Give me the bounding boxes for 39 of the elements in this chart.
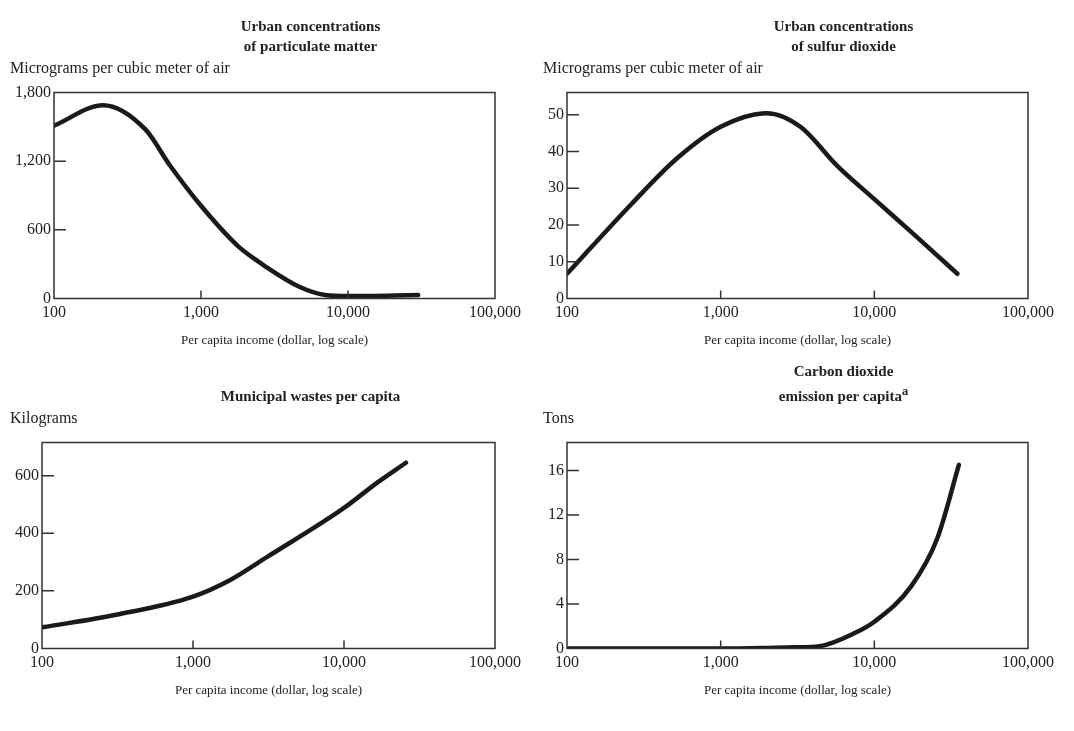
chart-title: Carbon dioxide emission per capita$^{a}$	[777, 362, 910, 406]
y-axis-title: Kilograms	[9, 408, 79, 429]
x-tick-label: 100,000	[469, 302, 521, 320]
y-axis-title: Tons	[542, 408, 575, 428]
y-tick-label: 12	[548, 505, 564, 523]
x-axis-title: Per capita income (dollar, log scale)	[174, 681, 363, 697]
x-axis-title: Per capita income (dollar, log scale)	[703, 331, 892, 347]
y-tick-label: 400	[15, 523, 39, 541]
y-axis-title: Micrograms per cubic meter of air	[9, 58, 231, 79]
chart-title: Urban concentrations of sulfur dioxide	[772, 17, 915, 56]
y-tick-label: 40	[548, 141, 564, 159]
x-axis-title: Per capita income (dollar, log scale)	[180, 331, 369, 347]
x-tick-label: 10,000	[322, 652, 366, 670]
x-tick-label: 10,000	[326, 302, 370, 320]
x-tick-label: 1,000	[175, 652, 211, 670]
x-tick-label: 100,000	[469, 652, 521, 670]
y-tick-label: 4	[556, 594, 564, 612]
y-axis-title: Micrograms per cubic meter of air	[542, 58, 764, 79]
x-tick-label: 10,000	[852, 652, 897, 670]
y-tick-label: 8	[556, 549, 564, 567]
x-tick-label: 100,000	[1002, 652, 1054, 670]
y-tick-label: 16	[548, 460, 564, 478]
x-tick-label: 1,000	[702, 652, 739, 670]
x-tick-label: 100,000	[1002, 302, 1054, 320]
y-tick-label: 10	[548, 251, 564, 269]
chart-title: Municipal wastes per capita	[219, 387, 402, 406]
y-tick-label: 20	[548, 215, 564, 233]
y-tick-label: 200	[15, 581, 39, 599]
y-tick-label: 600	[27, 220, 51, 237]
x-tick-label: 1,000	[183, 302, 219, 320]
x-axis-title: Per capita income (dollar, log scale)	[703, 681, 892, 697]
y-tick-label: 30	[548, 178, 564, 196]
y-tick-label: 1,800	[15, 82, 51, 100]
x-tick-label: 1,000	[702, 302, 739, 320]
y-tick-label: 600	[15, 465, 39, 483]
y-tick-label: 50	[548, 104, 564, 122]
x-tick-label: 10,000	[852, 302, 897, 320]
y-tick-label: 1,200	[15, 151, 51, 169]
chart-title: Urban concentrations of particulate matter	[239, 17, 382, 56]
